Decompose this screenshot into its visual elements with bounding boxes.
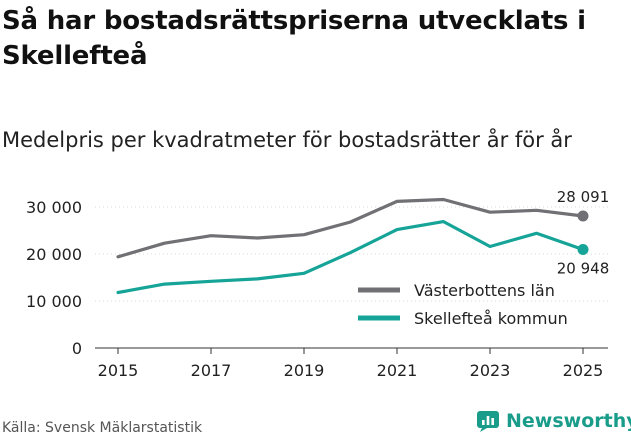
x-tick-label: 2023 [470,361,511,380]
x-tick-label: 2021 [377,361,418,380]
brand-name: Newsworthy [506,410,631,432]
data-labels: 28 091 20 948 [557,188,610,278]
y-tick-label: 10 000 [26,292,82,311]
series-endpoint-2 [577,244,589,256]
source-note: Källa: Svensk Mäklarstatistik [2,420,203,436]
line-chart: 0 10 000 20 000 30 000 2015 2017 2019 2021 2023 2… [26,188,610,380]
y-tick-label: 0 [72,339,82,358]
legend-label: Skellefteå kommun [414,309,568,328]
y-tick-label: 30 000 [26,198,82,217]
series-endpoint-1 [577,210,589,222]
brand-logo[interactable]: Newsworthy [476,410,631,432]
legend: Västerbottens län Skellefteå kommun [358,281,568,328]
newsworthy-logo-icon [477,411,499,432]
end-value-label: 20 948 [557,260,610,278]
axes: 0 10 000 20 000 30 000 2015 2017 2019 2021 2023 2… [26,198,608,380]
series-line-1 [116,197,585,259]
chart-subtitle: Medelpris per kvadratmeter för bostadsrä… [2,128,572,152]
series-line-2 [116,220,585,295]
chart-title: Så har bostadsrättspriserna utvecklats i… [2,6,586,71]
x-tick-label: 2017 [191,361,232,380]
x-tick-label: 2025 [563,361,604,380]
end-value-label: 28 091 [557,188,610,206]
y-tick-label: 20 000 [26,245,82,264]
legend-label: Västerbottens län [414,281,555,300]
x-tick-label: 2019 [284,361,325,380]
x-tick-label: 2015 [98,361,139,380]
series [116,197,589,295]
grid-lines [95,206,608,302]
